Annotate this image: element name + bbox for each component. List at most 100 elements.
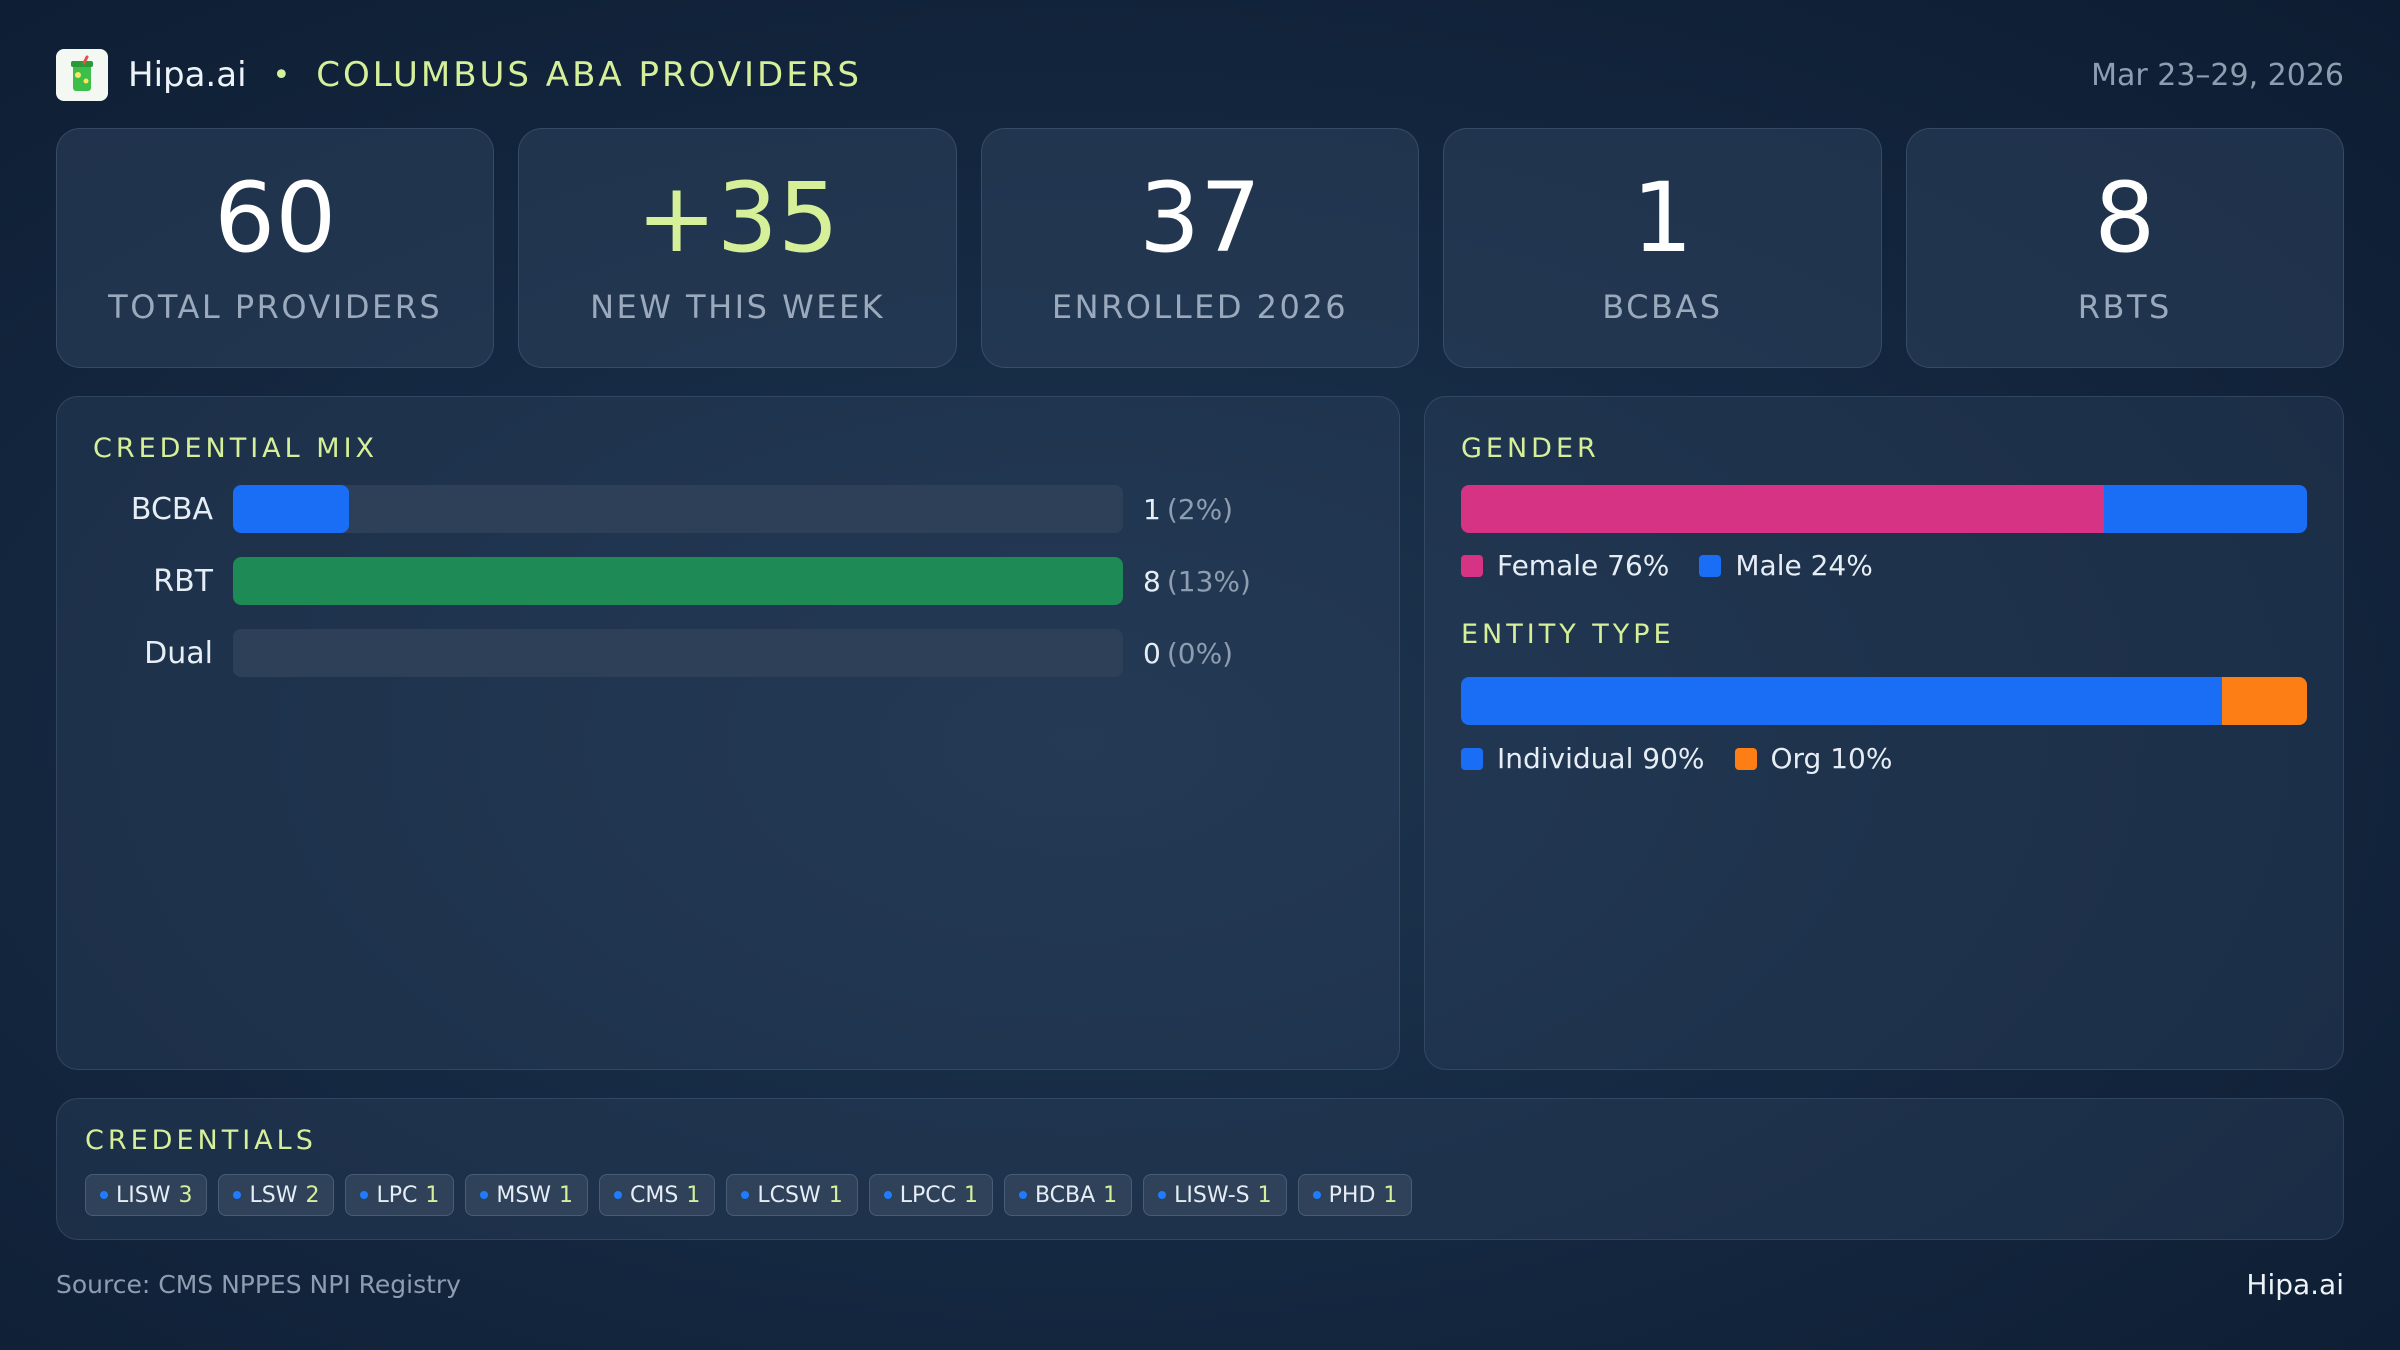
credential-mix-panel: CREDENTIAL MIX BCBA 1 (2%) RBT 8 (13%) Dua…	[56, 396, 1400, 1070]
bar-segment	[2103, 485, 2307, 533]
stats-row: 60 TOTAL PROVIDERS +35 NEW THIS WEEK 37 …	[56, 128, 2345, 368]
gender-bar	[1461, 485, 2307, 533]
credential-pct: (0%)	[1166, 636, 1234, 670]
entity-type-bar	[1461, 677, 2307, 725]
chip-count: 1	[963, 1182, 978, 1208]
demographics-panel: GENDER Female 76% Male 24% ENTITY TYPE I…	[1424, 396, 2344, 1070]
gender-legend: Female 76% Male 24%	[1461, 549, 1903, 582]
stat-value: +35	[636, 162, 839, 274]
legend-label: Individual 90%	[1497, 742, 1705, 775]
dot-icon	[883, 1191, 892, 1199]
chip-count: 3	[178, 1182, 193, 1208]
chip-count: 1	[1257, 1182, 1272, 1208]
credential-row-bcba: BCBA 1 (2%)	[77, 485, 1233, 533]
credentials-panel: CREDENTIALS LISW 3 LSW 2 LPC 1 MSW 1 CMS 1 LCSW 1 LP…	[56, 1098, 2344, 1240]
credential-pct: (13%)	[1166, 564, 1251, 598]
stat-label: NEW THIS WEEK	[590, 288, 886, 326]
chip-label: MSW	[496, 1182, 552, 1208]
credential-chip: LCSW 1	[726, 1174, 858, 1216]
credential-bar-fill	[233, 557, 1123, 605]
dot-icon	[233, 1191, 242, 1199]
legend-label: Org 10%	[1770, 742, 1893, 775]
panel-title: CREDENTIALS	[85, 1125, 317, 1156]
date-range: Mar 23–29, 2026	[2091, 57, 2344, 93]
credential-chip: MSW 1	[465, 1174, 589, 1216]
male-swatch	[1699, 554, 1722, 577]
credential-chip: LISW 3	[85, 1174, 208, 1216]
legend-item-individual: Individual 90%	[1461, 742, 1705, 775]
chip-label: LPC	[376, 1182, 418, 1208]
stat-card-bcbas: 1 BCBAS	[1443, 128, 1882, 368]
dot-icon	[1158, 1191, 1167, 1199]
org-swatch	[1734, 747, 1757, 770]
stat-label: BCBAS	[1602, 288, 1723, 326]
source-note: Source: CMS NPPES NPI Registry	[56, 1270, 461, 1299]
female-swatch	[1461, 554, 1483, 577]
stat-value: 1	[1631, 162, 1693, 274]
header: Hipa.ai • COLUMBUS ABA PROVIDERS Mar 23–…	[56, 48, 2344, 102]
chip-count: 2	[305, 1182, 320, 1208]
footer-brand: Hipa.ai	[2246, 1268, 2344, 1301]
chip-label: BCBA	[1034, 1182, 1096, 1208]
entity-type-title: ENTITY TYPE	[1461, 619, 1675, 650]
individual-swatch	[1461, 747, 1483, 770]
chip-count: 1	[1103, 1182, 1118, 1208]
brand-name: Hipa.ai	[128, 55, 247, 95]
credential-chip: PHD 1	[1297, 1174, 1413, 1216]
chip-label: LISW-S	[1174, 1182, 1250, 1208]
credential-count: 1 (2%)	[1143, 493, 1233, 526]
credential-count-value: 1	[1143, 492, 1161, 526]
legend-item-male: Male 24%	[1699, 549, 1873, 582]
chip-count: 1	[425, 1182, 440, 1208]
stat-card-total-providers: 60 TOTAL PROVIDERS	[56, 128, 495, 368]
credential-bar-track	[233, 485, 1123, 533]
panel-title: CREDENTIAL MIX	[93, 433, 379, 464]
credential-chip: LSW 2	[218, 1174, 335, 1216]
chip-count: 1	[686, 1182, 701, 1208]
stat-card-rbts: 8 RBTS	[1905, 128, 2345, 368]
stat-card-new-this-week: +35 NEW THIS WEEK	[518, 128, 957, 368]
credential-chip: LISW-S 1	[1143, 1174, 1287, 1216]
chip-count: 1	[828, 1182, 843, 1208]
stat-card-enrolled-2026: 37 ENROLLED 2026	[980, 128, 1420, 368]
credential-count-value: 0	[1143, 636, 1161, 670]
credential-row-label: RBT	[153, 563, 213, 599]
credential-bar-fill	[233, 485, 349, 533]
chip-label: LSW	[249, 1182, 298, 1208]
stat-label: TOTAL PROVIDERS	[108, 288, 443, 326]
legend-label: Male 24%	[1735, 549, 1873, 582]
cup-logo-icon	[56, 49, 108, 101]
chip-label: LCSW	[757, 1182, 821, 1208]
chip-label: CMS	[630, 1182, 679, 1208]
legend-label: Female 76%	[1497, 549, 1670, 582]
dot-icon	[100, 1191, 108, 1199]
credential-count: 8 (13%)	[1143, 565, 1251, 598]
dot-icon	[480, 1191, 489, 1199]
credential-pct: (2%)	[1166, 492, 1234, 526]
dot-icon	[614, 1191, 623, 1199]
legend-item-org: Org 10%	[1734, 742, 1893, 775]
credential-chip: CMS 1	[599, 1174, 716, 1216]
credential-chips: LISW 3 LSW 2 LPC 1 MSW 1 CMS 1 LCSW 1 LPCC 1 BCBA 1 LISW…	[85, 1174, 1413, 1216]
bar-segment	[2222, 677, 2307, 725]
legend-item-female: Female 76%	[1461, 549, 1669, 582]
stat-label: ENROLLED 2026	[1051, 288, 1349, 326]
credential-row-label: Dual	[144, 635, 213, 671]
stat-label: RBTS	[2077, 288, 2172, 326]
bar-segment	[1461, 677, 2223, 725]
chip-count: 1	[1383, 1182, 1398, 1208]
chip-label: LISW	[116, 1182, 171, 1208]
chip-label: PHD	[1328, 1182, 1376, 1208]
bar-segment	[1461, 485, 2104, 533]
stat-value: 60	[214, 162, 337, 274]
credential-row-label: BCBA	[130, 491, 213, 527]
credential-chip: LPC 1	[345, 1174, 455, 1216]
chip-count: 1	[559, 1182, 574, 1208]
credential-chip: LPCC 1	[868, 1174, 993, 1216]
stat-value: 8	[2094, 162, 2156, 274]
gender-title: GENDER	[1461, 433, 1600, 464]
header-separator: •	[272, 57, 291, 93]
chip-label: LPCC	[899, 1182, 956, 1208]
stat-value: 37	[1138, 162, 1262, 274]
credential-count-value: 8	[1143, 564, 1161, 598]
